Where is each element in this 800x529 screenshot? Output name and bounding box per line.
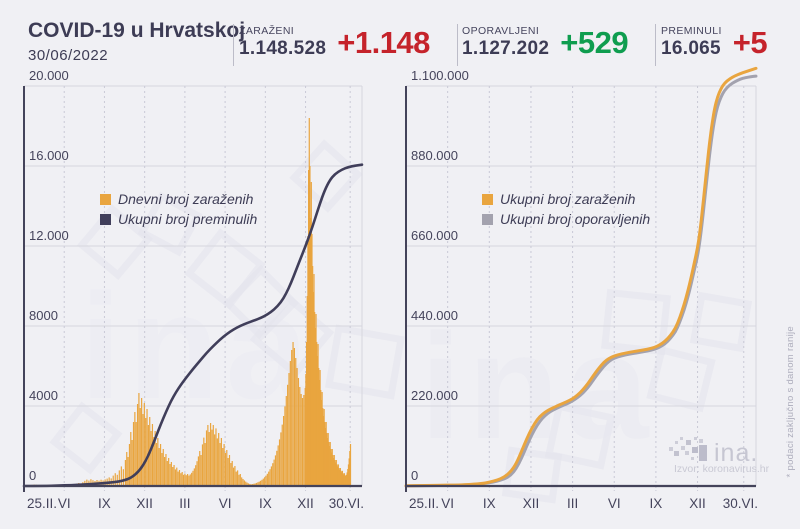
svg-text:VI: VI [608, 496, 621, 511]
header-divider [655, 24, 656, 66]
legend-label: Ukupni broj zaraženih [500, 191, 636, 207]
svg-text:VI: VI [441, 496, 454, 511]
stat-label: OPORAVLJENI [462, 25, 540, 37]
legend-label: Ukupni broj oporavljenih [500, 211, 651, 227]
legend-swatch [482, 213, 493, 225]
svg-text:16.000: 16.000 [29, 148, 69, 163]
hina-logo: ina. [668, 437, 759, 467]
source-text: Izvor: koronavirus.hr [674, 463, 770, 475]
legend-item: Dnevni broj zaraženih [100, 191, 257, 207]
svg-text:880.000: 880.000 [411, 148, 458, 163]
svg-text:0: 0 [29, 468, 36, 483]
header-divider [233, 24, 234, 66]
report-date: 30/06/2022 [28, 47, 109, 65]
svg-text:30.VI.: 30.VI. [723, 496, 758, 511]
title-block: COVID-19 u Hrvatskoj 30/06/2022 [28, 19, 246, 65]
svg-text:25.II.: 25.II. [27, 496, 57, 511]
svg-text:III: III [179, 496, 190, 511]
footnote-vertical: * podaci zaključno s danom ranije [785, 325, 796, 477]
svg-text:30.VI.: 30.VI. [329, 496, 364, 511]
legend-label: Ukupni broj preminulih [118, 211, 258, 227]
legend-item: Ukupni broj preminulih [100, 211, 257, 227]
legend-item: Ukupni broj oporavljenih [482, 211, 650, 227]
svg-text:IX: IX [483, 496, 496, 511]
stat-delta: +5 [732, 25, 768, 60]
svg-text:IX: IX [98, 496, 111, 511]
legend-swatch [482, 193, 493, 205]
svg-text:XII: XII [689, 496, 706, 511]
stat-label: PREMINULI [661, 25, 722, 37]
brand-text: ina. [714, 439, 759, 467]
legend-label: Dnevni broj zaraženih [118, 191, 254, 207]
svg-text:12.000: 12.000 [29, 228, 69, 243]
stat-delta: +529 [560, 25, 629, 60]
svg-text:0: 0 [411, 468, 418, 483]
svg-text:20.000: 20.000 [29, 68, 69, 83]
svg-text:25.II.: 25.II. [409, 496, 439, 511]
stat-delta: +1.148 [337, 25, 430, 60]
svg-text:III: III [567, 496, 578, 511]
left-chart-legend: Dnevni broj zaraženih Ukupni broj preminu… [100, 191, 257, 227]
svg-text:220.000: 220.000 [411, 388, 458, 403]
svg-text:660.000: 660.000 [411, 228, 458, 243]
svg-text:IX: IX [259, 496, 272, 511]
stat-value: 16.065 [661, 38, 721, 59]
svg-text:XII: XII [297, 496, 314, 511]
stat-value: 1.148.528 [239, 38, 327, 59]
svg-text:XII: XII [136, 496, 153, 511]
right-chart-legend: Ukupni broj zaraženih Ukupni broj oporavl… [482, 191, 650, 227]
legend-swatch [100, 213, 111, 225]
page-title: COVID-19 u Hrvatskoj [28, 19, 246, 42]
legend-swatch [100, 193, 111, 205]
svg-text:440.000: 440.000 [411, 308, 458, 323]
stat-zarazeni: ZARAŽENI 1.148.528 +1.148 [239, 25, 430, 60]
svg-text:1.100.000: 1.100.000 [411, 68, 469, 83]
svg-text:XII: XII [523, 496, 540, 511]
stat-preminuli: PREMINULI 16.065 +5 [661, 25, 768, 60]
svg-text:IX: IX [650, 496, 663, 511]
svg-text:4000: 4000 [29, 388, 58, 403]
header-divider [457, 24, 458, 66]
stat-oporavljeni: OPORAVLJENI 1.127.202 +529 [462, 25, 629, 60]
svg-text:VI: VI [58, 496, 71, 511]
stat-label: ZARAŽENI [239, 25, 295, 37]
svg-text:8000: 8000 [29, 308, 58, 323]
svg-text:VI: VI [219, 496, 232, 511]
hina-pixel-mark [669, 437, 707, 461]
stat-value: 1.127.202 [462, 38, 550, 59]
legend-item: Ukupni broj zaraženih [482, 191, 650, 207]
